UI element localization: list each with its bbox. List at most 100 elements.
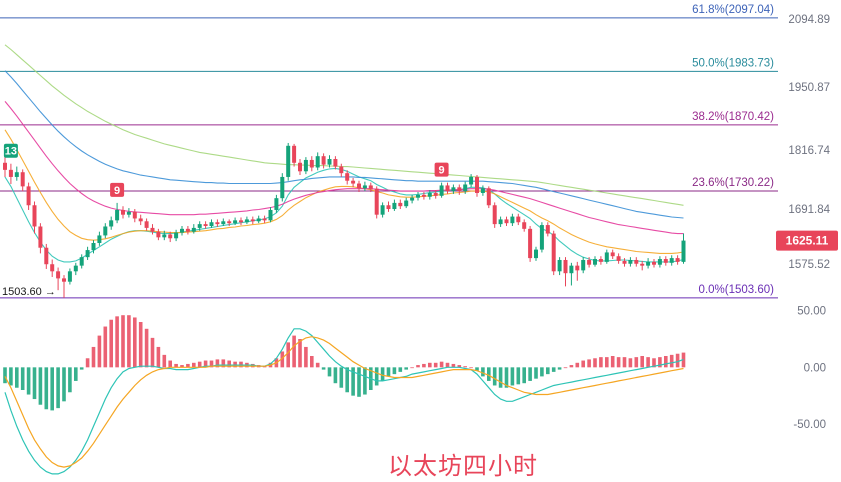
candlesticks [3,142,686,298]
ma-line-1 [4,129,684,254]
macd-bar-79 [469,367,473,369]
macd-bar-108 [640,356,644,368]
candle-body-32 [191,227,196,232]
macd-bar-36 [215,359,220,368]
price-tick-0: 2094.89 [788,14,830,26]
candle-body-105 [622,260,627,264]
candle-body-41 [244,219,249,223]
macd-bar-91 [540,367,544,377]
macd-bar-96 [569,365,574,368]
candle-body-45 [268,209,273,221]
candle-body-94 [557,259,562,272]
macd-bar-28 [168,360,172,368]
candle-body-103 [610,252,615,257]
candle-body-90 [534,249,538,259]
macd-bar-61 [363,367,367,395]
candle-body-100 [593,259,597,265]
candle-body-112 [663,259,668,263]
candle-body-59 [351,180,356,184]
macd-bar-33 [197,361,202,368]
candle-body-93 [551,233,556,272]
macd-bar-109 [646,357,650,368]
td-marker-1 [110,182,125,197]
macd-bar-81 [481,367,485,377]
candle-body-74 [439,185,444,196]
candle-body-72 [427,192,432,197]
macd-bar-8 [50,367,54,411]
macd-bar-29 [174,363,178,368]
candle-body-42 [250,219,255,222]
candle-body-91 [539,225,544,250]
macd-line-0 [4,328,684,475]
macd-bar-14 [85,358,90,368]
macd-bar-90 [534,367,538,379]
candle-body-17 [103,226,108,236]
candle-body-20 [121,209,125,215]
macd-bar-70 [416,365,420,368]
candle-body-16 [97,235,102,243]
macd-bar-51 [304,346,308,368]
last-price-badge [776,230,838,251]
candle-body-9 [56,271,61,279]
candle-body-21 [126,211,131,215]
macd-bar-52 [310,356,314,368]
candle-body-60 [357,183,361,189]
candle-body-80 [475,176,479,193]
candle-body-111 [657,259,662,265]
candle-body-40 [239,220,243,223]
macd-bar-12 [74,367,78,381]
macd-bar-114 [675,353,680,368]
candle-body-30 [180,228,184,233]
candle-body-104 [616,256,621,261]
fib-label-3: 23.6%(1730.22) [692,177,774,189]
candle-body-85 [504,219,509,224]
macd-bar-50 [298,339,302,368]
candle-body-43 [256,218,261,222]
candle-body-52 [309,159,314,168]
macd-bar-66 [392,367,397,375]
macd-bar-93 [551,367,556,372]
macd-bar-53 [315,362,320,368]
macd-bar-31 [186,363,190,368]
macd-bar-37 [221,359,226,368]
macd-bar-86 [510,367,515,386]
td-sequential-markers: 13 9 9 [3,143,449,197]
candle-body-57 [339,166,344,174]
macd-bar-76 [451,363,456,368]
macd-bar-101 [599,357,603,368]
last-price-label: 1625.11 [786,234,829,248]
candle-body-106 [628,259,633,264]
candle-body-73 [433,192,438,196]
macd-bar-57 [339,367,344,388]
macd-bar-3 [20,367,25,390]
macd-bar-94 [557,367,562,370]
macd-bar-17 [103,326,108,368]
candle-body-108 [640,263,645,266]
candle-body-38 [227,221,232,224]
macd-bar-97 [575,362,580,368]
fib-label-1: 50.0%(1983.73) [692,57,774,69]
candle-body-110 [652,261,656,265]
candle-body-5 [32,205,37,227]
macd-bar-7 [44,367,49,410]
candle-body-23 [138,218,143,222]
macd-bar-27 [162,354,167,368]
macd-bar-54 [321,367,326,370]
candle-body-26 [156,231,161,238]
candle-body-81 [480,188,485,193]
macd-bar-99 [587,359,591,368]
macd-bar-10 [62,367,66,402]
macd-bar-15 [91,346,96,368]
candle-body-46 [274,198,279,210]
candle-body-84 [498,219,503,225]
macd-line-1 [4,336,684,468]
macd-bar-5 [32,367,37,400]
td-marker-2 [434,162,449,177]
macd-bar-73 [433,362,438,368]
candle-body-56 [333,159,338,167]
candle-body-67 [398,202,403,207]
candle-body-109 [646,261,651,266]
macd-bar-26 [156,346,161,368]
price-axis: 2094.89 1950.87 1816.74 1691.84 1575.52 1625.… [776,14,838,271]
